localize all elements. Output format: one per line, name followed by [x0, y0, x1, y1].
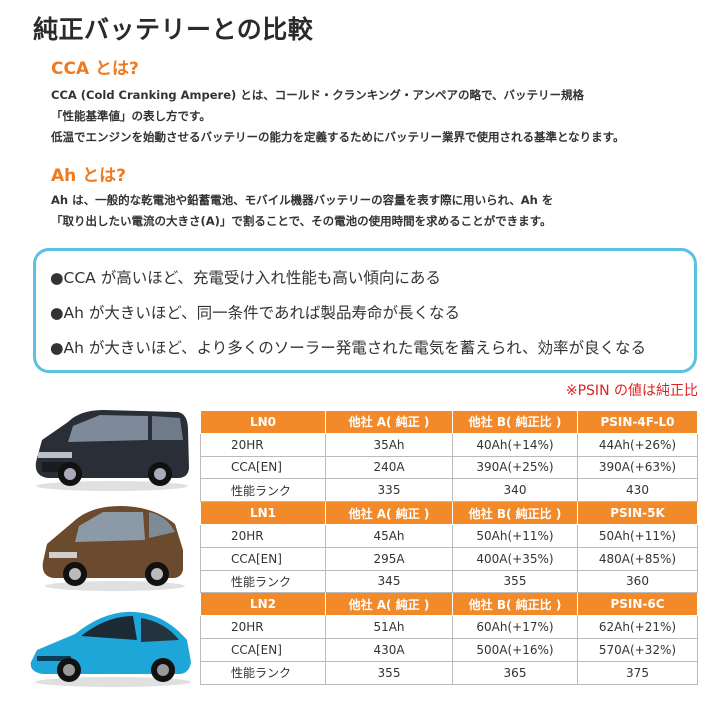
row-label: 20HR: [200, 615, 326, 639]
table-row: CCA[EN] 240A 390A(+25%) 390A(+63%): [200, 455, 698, 480]
table-cell: 60Ah(+17%): [452, 615, 578, 639]
table-cell: 500A(+16%): [452, 637, 578, 662]
table-cell: 355: [325, 660, 453, 685]
row-label: 性能ランク: [200, 478, 326, 503]
column-header: 他社 A( 純正 ): [325, 410, 453, 434]
column-header: 他社 B( 純正比 ): [452, 501, 578, 525]
minivan-car-image: [35, 410, 189, 491]
table-cell: 45Ah: [325, 523, 453, 548]
ah-line-2: 「取り出したい電流の大きさ(A)」で割ることで、その電池の使用時間を求めることが…: [51, 214, 552, 228]
table-cell: 480A(+85%): [577, 546, 698, 571]
hybrid-car-image: [30, 611, 191, 687]
page-title: 純正バッテリーとの比較: [33, 15, 314, 44]
battery-comparison-table: LN0 他社 A( 純正 ) 他社 B( 純正比 ) PSIN-4F-L0 20HR 35…: [200, 410, 698, 685]
column-header: PSIN-6C: [577, 592, 698, 617]
psin-note: ※PSIN の値は純正比: [565, 383, 698, 399]
column-header: 他社 B( 純正比 ): [452, 592, 578, 617]
battery-size-label: LN0: [200, 410, 326, 434]
table-cell: 390A(+25%): [452, 455, 578, 480]
ah-line-1: Ah は、一般的な乾電池や鉛蓄電池、モバイル機器バッテリーの容量を表す際に用いら…: [51, 193, 554, 207]
column-header: 他社 A( 純正 ): [325, 501, 453, 525]
table-row: 20HR 35Ah 40Ah(+14%) 44Ah(+26%): [200, 432, 698, 457]
row-label: CCA[EN]: [200, 637, 326, 662]
column-header: PSIN-4F-L0: [577, 410, 698, 434]
summary-line-3: ●Ah が大きいほど、より多くのソーラー発電された電気を蓄えられ、効率が良くなる: [50, 339, 646, 357]
table-cell: 430: [577, 478, 698, 503]
table-cell: 240A: [325, 455, 453, 480]
table-group-header: LN1 他社 A( 純正 ) 他社 B( 純正比 ) PSIN-5K: [200, 501, 698, 525]
table-cell: 40Ah(+14%): [452, 432, 578, 457]
table-cell: 295A: [325, 546, 453, 571]
table-cell: 340: [452, 478, 578, 503]
table-cell: 35Ah: [325, 432, 453, 457]
table-cell: 400A(+35%): [452, 546, 578, 571]
table-cell: 360: [577, 569, 698, 594]
table-row: CCA[EN] 430A 500A(+16%) 570A(+32%): [200, 637, 698, 662]
row-label: 20HR: [200, 432, 326, 457]
table-cell: 355: [452, 569, 578, 594]
cca-line-2: 「性能基準値」の表し方です。: [51, 109, 211, 123]
battery-size-label: LN2: [200, 592, 326, 617]
cca-line-1: CCA (Cold Cranking Ampere) とは、コールド・クランキン…: [51, 88, 585, 102]
summary-line-1: ●CCA が高いほど、充電受け入れ性能も高い傾向にある: [50, 269, 441, 287]
row-label: 性能ランク: [200, 660, 326, 685]
summary-line-2: ●Ah が大きいほど、同一条件であれば製品寿命が長くなる: [50, 304, 460, 322]
cca-line-3: 低温でエンジンを始動させるバッテリーの能力を定義するためにバッテリー業界で使用さ…: [51, 130, 625, 144]
table-row: 性能ランク 335 340 430: [200, 478, 698, 503]
table-cell: 50Ah(+11%): [577, 523, 698, 548]
table-group-header: LN2 他社 A( 純正 ) 他社 B( 純正比 ) PSIN-6C: [200, 592, 698, 617]
row-label: 20HR: [200, 523, 326, 548]
table-row: 性能ランク 345 355 360: [200, 569, 698, 594]
column-header: 他社 A( 純正 ): [325, 592, 453, 617]
table-cell: 335: [325, 478, 453, 503]
compact-car-image: [42, 506, 185, 591]
compact-body: [42, 506, 183, 578]
row-label: 性能ランク: [200, 569, 326, 594]
table-row: 性能ランク 355 365 375: [200, 660, 698, 685]
row-label: CCA[EN]: [200, 546, 326, 571]
battery-size-label: LN1: [200, 501, 326, 525]
table-cell: 390A(+63%): [577, 455, 698, 480]
table-group-header: LN0 他社 A( 純正 ) 他社 B( 純正比 ) PSIN-4F-L0: [200, 410, 698, 434]
table-cell: 365: [452, 660, 578, 685]
summary-box: ●CCA が高いほど、充電受け入れ性能も高い傾向にある ●Ah が大きいほど、同…: [33, 248, 697, 373]
table-cell: 345: [325, 569, 453, 594]
table-row: 20HR 45Ah 50Ah(+11%) 50Ah(+11%): [200, 523, 698, 548]
table-cell: 51Ah: [325, 615, 453, 639]
table-row: 20HR 51Ah 60Ah(+17%) 62Ah(+21%): [200, 615, 698, 639]
table-cell: 62Ah(+21%): [577, 615, 698, 639]
ah-heading: Ah とは?: [51, 166, 127, 186]
column-header: 他社 B( 純正比 ): [452, 410, 578, 434]
cca-heading: CCA とは?: [51, 59, 139, 79]
table-cell: 50Ah(+11%): [452, 523, 578, 548]
row-label: CCA[EN]: [200, 455, 326, 480]
table-cell: 375: [577, 660, 698, 685]
table-cell: 570A(+32%): [577, 637, 698, 662]
table-cell: 44Ah(+26%): [577, 432, 698, 457]
column-header: PSIN-5K: [577, 501, 698, 525]
table-row: CCA[EN] 295A 400A(+35%) 480A(+85%): [200, 546, 698, 571]
table-cell: 430A: [325, 637, 453, 662]
